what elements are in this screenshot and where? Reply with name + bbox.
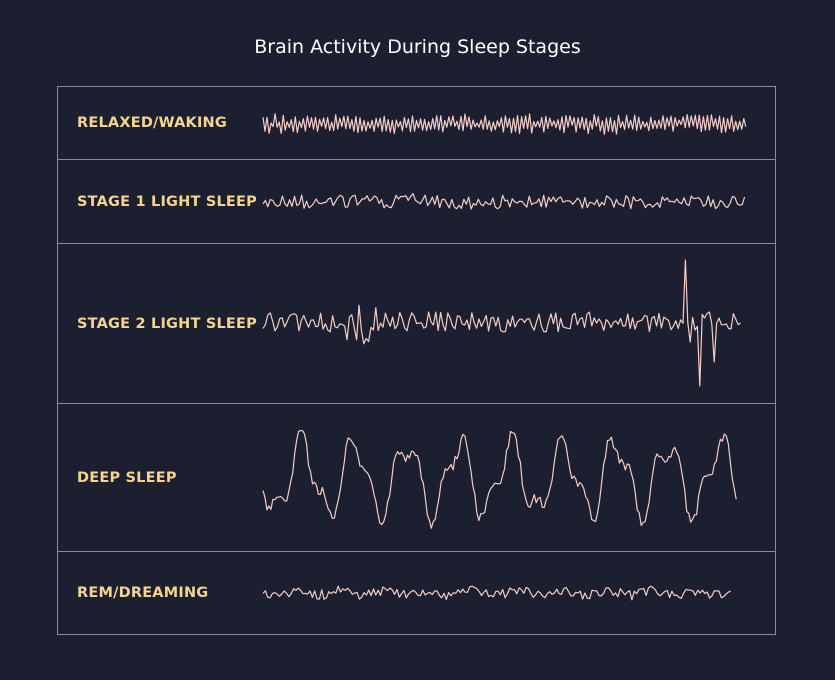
stage-row-stage1: STAGE 1 LIGHT SLEEP bbox=[58, 160, 775, 244]
stages-panel: RELAXED/WAKING STAGE 1 LIGHT SLEEP STAGE… bbox=[57, 86, 776, 635]
stage-row-relaxed: RELAXED/WAKING bbox=[58, 87, 775, 160]
stage-row-stage2: STAGE 2 LIGHT SLEEP bbox=[58, 244, 775, 404]
stage-label-stage2: STAGE 2 LIGHT SLEEP bbox=[77, 315, 257, 332]
waveform-stage2 bbox=[262, 259, 741, 387]
stage-label-deep: DEEP SLEEP bbox=[77, 469, 177, 486]
waveform-rem bbox=[262, 585, 731, 601]
stage-label-stage1: STAGE 1 LIGHT SLEEP bbox=[77, 193, 257, 210]
stage-row-rem: REM/DREAMING bbox=[58, 552, 775, 634]
waveform-deep bbox=[262, 430, 737, 529]
stage-label-relaxed: RELAXED/WAKING bbox=[77, 115, 227, 131]
stage-label-rem: REM/DREAMING bbox=[77, 585, 209, 601]
waveform-stage1 bbox=[262, 192, 746, 210]
stage-row-deep: DEEP SLEEP bbox=[58, 404, 775, 552]
waveform-relaxed bbox=[262, 113, 747, 135]
chart-title: Brain Activity During Sleep Stages bbox=[254, 36, 581, 58]
